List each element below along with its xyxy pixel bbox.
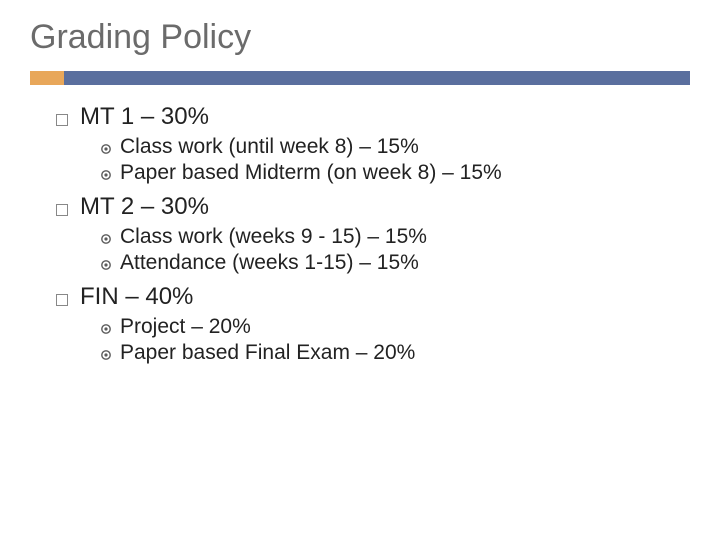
circle-dot-bullet-icon bbox=[100, 143, 112, 155]
list-item: MT 1 – 30% bbox=[56, 103, 680, 131]
sub-list-item: Paper based Midterm (on week 8) – 15% bbox=[100, 161, 680, 185]
sub-list: Project – 20% Paper based Final Exam – 2… bbox=[56, 315, 680, 365]
circle-dot-bullet-icon bbox=[100, 259, 112, 271]
sub-list-item-label: Project – 20% bbox=[120, 315, 251, 339]
list-item-label: FIN – 40% bbox=[80, 283, 193, 311]
sub-list-item: Project – 20% bbox=[100, 315, 680, 339]
sub-list-item-label: Paper based Midterm (on week 8) – 15% bbox=[120, 161, 502, 185]
sub-list-item-label: Class work (weeks 9 - 15) – 15% bbox=[120, 225, 427, 249]
main-bar bbox=[64, 71, 690, 85]
sub-list-item: Class work (weeks 9 - 15) – 15% bbox=[100, 225, 680, 249]
accent-block bbox=[30, 71, 64, 85]
sub-list-item: Paper based Final Exam – 20% bbox=[100, 341, 680, 365]
sub-list-item: Class work (until week 8) – 15% bbox=[100, 135, 680, 159]
circle-dot-bullet-icon bbox=[100, 233, 112, 245]
circle-dot-bullet-icon bbox=[100, 169, 112, 181]
square-bullet-icon bbox=[56, 114, 68, 126]
list-item-label: MT 2 – 30% bbox=[80, 193, 209, 221]
sub-list-item-label: Class work (until week 8) – 15% bbox=[120, 135, 419, 159]
list-item: FIN – 40% bbox=[56, 283, 680, 311]
sub-list-item-label: Attendance (weeks 1-15) – 15% bbox=[120, 251, 419, 275]
sub-list-item-label: Paper based Final Exam – 20% bbox=[120, 341, 415, 365]
sub-list: Class work (weeks 9 - 15) – 15% Attendan… bbox=[56, 225, 680, 275]
sub-list-item: Attendance (weeks 1-15) – 15% bbox=[100, 251, 680, 275]
square-bullet-icon bbox=[56, 294, 68, 306]
list-item: MT 2 – 30% bbox=[56, 193, 680, 221]
divider-bar bbox=[30, 71, 690, 85]
list-item-label: MT 1 – 30% bbox=[80, 103, 209, 131]
slide-title: Grading Policy bbox=[30, 18, 690, 57]
content: MT 1 – 30% Class work (until week 8) – 1… bbox=[30, 103, 690, 365]
circle-dot-bullet-icon bbox=[100, 349, 112, 361]
circle-dot-bullet-icon bbox=[100, 323, 112, 335]
square-bullet-icon bbox=[56, 204, 68, 216]
sub-list: Class work (until week 8) – 15% Paper ba… bbox=[56, 135, 680, 185]
slide: Grading Policy MT 1 – 30% Class work (un… bbox=[0, 0, 720, 540]
